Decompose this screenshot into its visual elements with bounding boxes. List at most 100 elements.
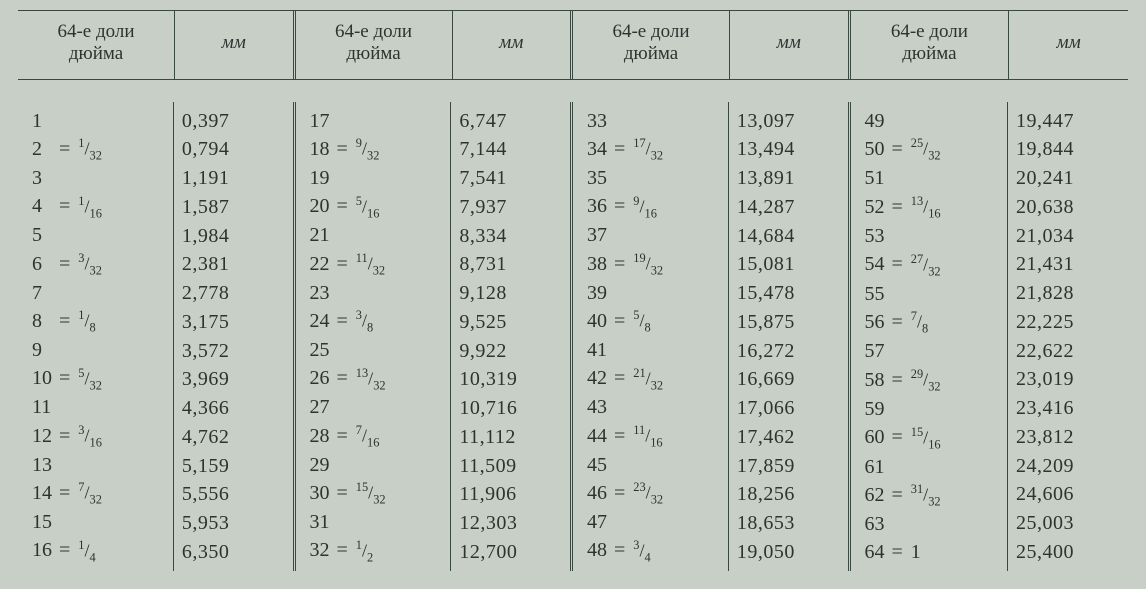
mm-cell: 2,381 [182,251,279,279]
fraction-cell: 27 [310,394,441,422]
fraction-cell: 21 [310,222,441,250]
fraction-cell: 62= 31/32 [865,481,998,511]
mm-cell: 21,828 [1016,280,1114,308]
mm-cell: 0,794 [182,136,279,164]
table-header-row: 64-е долидюйма мм 64-е долидюйма мм 64-е… [18,10,1128,80]
fraction-cell: 51 [865,165,998,193]
mm-col-4: 19,44719,84420,24120,63821,03421,43121,8… [1008,102,1128,571]
mm-cell: 4,762 [182,424,279,452]
mm-cell: 8,334 [459,223,556,251]
fraction-cell: 7 [32,280,163,308]
mm-cell: 19,050 [737,539,834,567]
mm-cell: 22,225 [1016,309,1114,337]
mm-cell: 5,159 [182,453,279,481]
fraction-cell: 5 [32,222,163,250]
fraction-cell: 17 [310,108,441,136]
fraction-cell: 19 [310,165,441,193]
mm-cell: 20,241 [1016,165,1114,193]
fraction-cell: 9 [32,337,163,365]
fraction-cell: 49 [865,108,998,136]
fraction-cell: 22= 11/32 [310,250,441,280]
mm-cell: 15,081 [737,251,834,279]
mm-cell: 24,209 [1016,453,1114,481]
header-body-gap [18,80,1128,102]
fraction-cell: 18= 9/32 [310,135,441,165]
fraction-col-2: 1718= 9/321920= 5/162122= 11/322324= 3/8… [296,102,452,571]
fraction-cell: 1 [32,108,163,136]
mm-cell: 10,319 [459,366,556,394]
fraction-cell: 13 [32,452,163,480]
fraction-cell: 15 [32,509,163,537]
fraction-cell: 10= 5/32 [32,365,163,395]
mm-cell: 18,653 [737,510,834,538]
mm-cell: 16,669 [737,366,834,394]
mm-cell: 11,509 [459,453,556,481]
mm-cell: 25,400 [1016,539,1114,567]
mm-cell: 23,019 [1016,366,1114,394]
mm-cell: 13,891 [737,165,834,193]
fraction-cell: 37 [587,222,718,250]
fraction-cell: 36= 9/16 [587,193,718,223]
fraction-cell: 59 [865,396,998,424]
fraction-cell: 14= 7/32 [32,479,163,509]
mm-cell: 22,622 [1016,338,1114,366]
mm-cell: 6,350 [182,539,279,567]
mm-cell: 19,844 [1016,136,1114,164]
mm-cell: 15,478 [737,280,834,308]
fraction-cell: 33 [587,108,718,136]
mm-cell: 25,003 [1016,510,1114,538]
fraction-cell: 53 [865,223,998,251]
fraction-cell: 26= 13/32 [310,365,441,395]
mm-cell: 21,034 [1016,223,1114,251]
mm-cell: 16,272 [737,338,834,366]
mm-cell: 12,303 [459,510,556,538]
mm-col-2: 6,7477,1447,5417,9378,3348,7319,1289,525… [451,102,573,571]
mm-cell: 6,747 [459,108,556,136]
header-mm-3: мм [730,11,850,79]
fraction-cell: 29 [310,452,441,480]
mm-cell: 0,397 [182,108,279,136]
mm-cell: 11,112 [459,424,556,452]
fraction-cell: 20= 5/16 [310,193,441,223]
mm-cell: 3,969 [182,366,279,394]
fraction-cell: 45 [587,452,718,480]
mm-cell: 9,128 [459,280,556,308]
mm-col-3: 13,09713,49413,89114,28714,68415,08115,4… [729,102,851,571]
mm-cell: 11,906 [459,481,556,509]
mm-cell: 9,922 [459,338,556,366]
mm-cell: 17,859 [737,453,834,481]
fraction-cell: 23 [310,280,441,308]
table-body: 12= 1/3234= 1/1656= 3/3278= 1/8910= 5/32… [18,102,1128,571]
fraction-cell: 12= 3/16 [32,422,163,452]
fraction-cell: 32= 1/2 [310,537,441,567]
mm-cell: 4,366 [182,395,279,423]
header-mm-1: мм [175,11,295,79]
mm-cell: 8,731 [459,251,556,279]
fraction-cell: 52= 13/16 [865,193,998,223]
fraction-cell: 4= 1/16 [32,193,163,223]
fraction-cell: 55 [865,281,998,309]
mm-cell: 23,416 [1016,395,1114,423]
mm-cell: 2,778 [182,280,279,308]
mm-cell: 3,175 [182,309,279,337]
mm-cell: 14,684 [737,223,834,251]
mm-cell: 24,606 [1016,481,1114,509]
mm-cell: 5,953 [182,510,279,538]
mm-cell: 5,556 [182,481,279,509]
fraction-col-1: 12= 1/3234= 1/1656= 3/3278= 1/8910= 5/32… [18,102,174,571]
fraction-cell: 43 [587,394,718,422]
fraction-cell: 2= 1/32 [32,135,163,165]
mm-cell: 1,587 [182,194,279,222]
mm-cell: 7,541 [459,165,556,193]
header-fraction-1: 64-е долидюйма [18,11,175,79]
mm-cell: 14,287 [737,194,834,222]
fraction-cell: 42= 21/32 [587,365,718,395]
fraction-cell: 48= 3/4 [587,537,718,567]
mm-cell: 3,572 [182,338,279,366]
mm-cell: 7,144 [459,136,556,164]
fraction-cell: 38= 19/32 [587,250,718,280]
fraction-cell: 25 [310,337,441,365]
header-mm-4: мм [1009,11,1128,79]
fraction-cell: 64= 1 [865,539,998,567]
header-fraction-4: 64-е долидюйма [851,11,1010,79]
